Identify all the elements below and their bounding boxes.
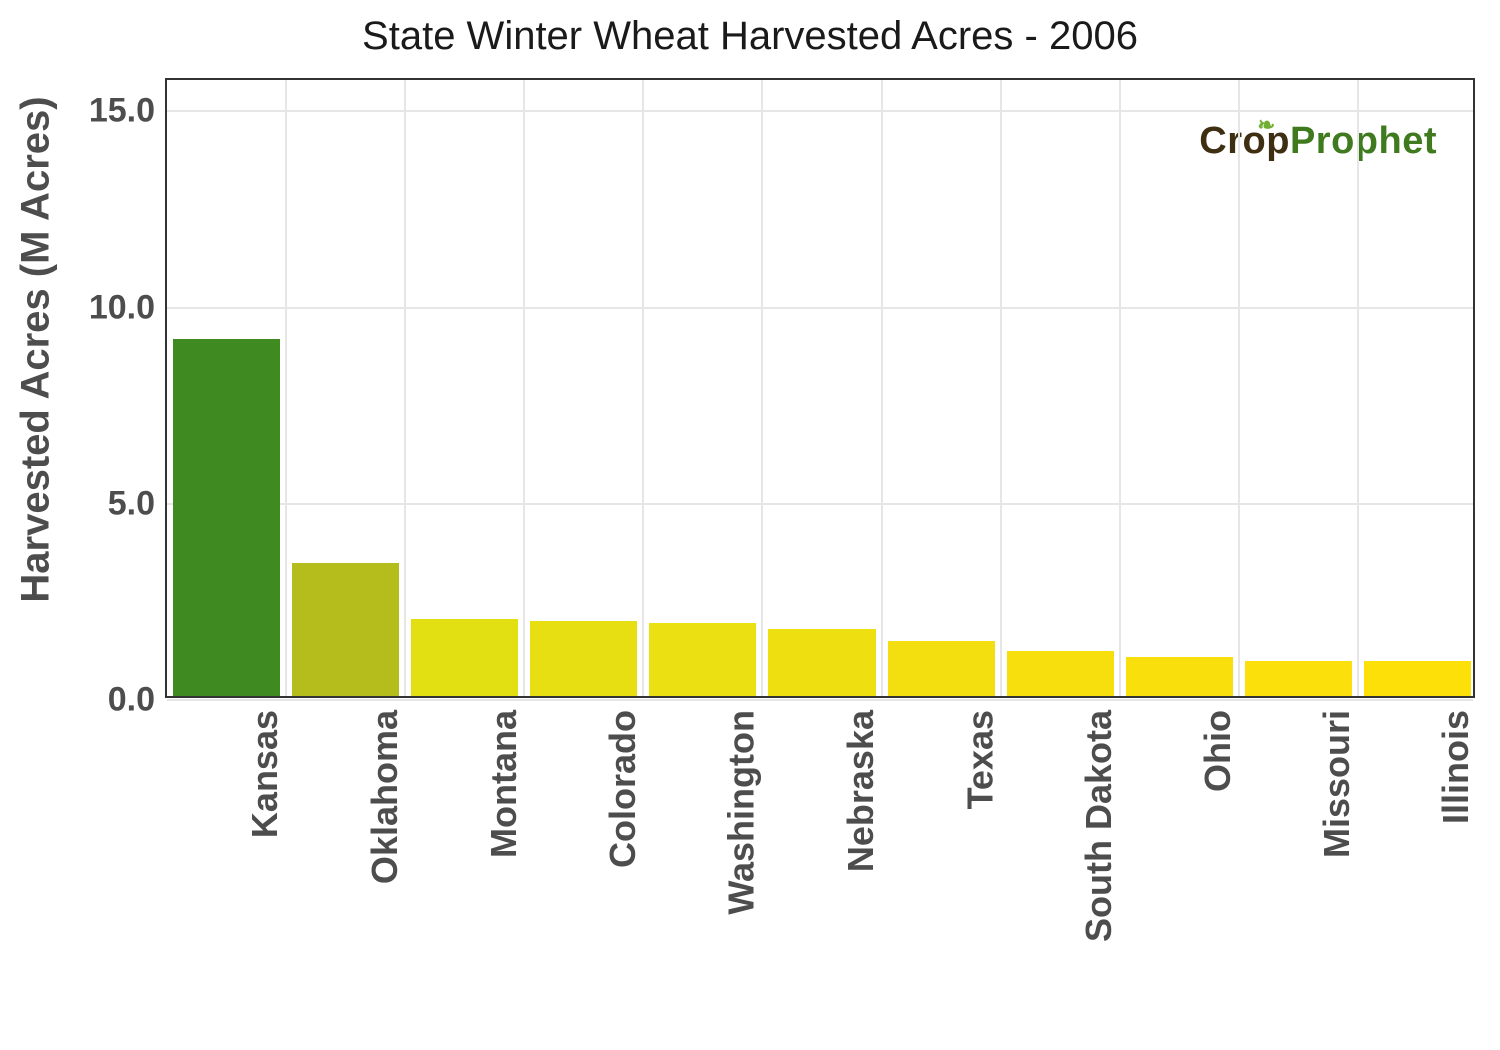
bar [530, 621, 637, 696]
x-tick-label: Oklahoma [364, 710, 406, 884]
bar [292, 563, 399, 696]
bar [173, 339, 280, 696]
x-tick-label: Illinois [1435, 710, 1477, 824]
gridline-h [167, 110, 1473, 112]
gridline-v [523, 80, 525, 696]
y-axis-label: Harvested Acres (M Acres) [6, 0, 66, 698]
bar [411, 619, 518, 696]
gridline-v [1000, 80, 1002, 696]
leaf-icon: ❧ [1258, 113, 1276, 138]
plot-area: Cro❧pProphet 0.05.010.015.0KansasOklahom… [165, 78, 1475, 698]
y-tick-label: 10.0 [89, 288, 155, 327]
x-tick-label: Nebraska [840, 710, 882, 872]
gridline-v [1238, 80, 1240, 696]
y-tick-label: 5.0 [108, 484, 155, 523]
bar [768, 629, 875, 696]
bar [1126, 657, 1233, 696]
gridline-v [1119, 80, 1121, 696]
x-tick-label: South Dakota [1078, 710, 1120, 942]
gridline-v [404, 80, 406, 696]
logo-crop: Cro❧p [1199, 120, 1290, 162]
x-tick-label: Montana [483, 710, 525, 858]
bar [1364, 661, 1471, 696]
cropprophet-logo: Cro❧pProphet [1199, 120, 1437, 163]
gridline-h [167, 503, 1473, 505]
y-axis-label-text: Harvested Acres (M Acres) [14, 96, 59, 602]
chart-container: State Winter Wheat Harvested Acres - 200… [0, 0, 1500, 1050]
bar [888, 641, 995, 696]
y-tick-label: 15.0 [89, 92, 155, 131]
x-tick-label: Colorado [602, 710, 644, 868]
bar [1007, 651, 1114, 696]
gridline-h [167, 307, 1473, 309]
bar [1245, 661, 1352, 696]
bar [649, 623, 756, 696]
gridline-v [285, 80, 287, 696]
x-tick-label: Washington [721, 710, 763, 915]
x-tick-label: Ohio [1197, 710, 1239, 792]
gridline-v [642, 80, 644, 696]
x-tick-label: Kansas [245, 710, 287, 838]
gridline-v [881, 80, 883, 696]
logo-prophet: Prophet [1290, 120, 1437, 162]
gridline-v [761, 80, 763, 696]
x-tick-label: Texas [959, 710, 1001, 809]
y-tick-label: 0.0 [108, 681, 155, 720]
chart-title: State Winter Wheat Harvested Acres - 200… [0, 14, 1500, 59]
x-tick-label: Missouri [1316, 710, 1358, 858]
gridline-v [1357, 80, 1359, 696]
gridline-h [167, 699, 1473, 701]
